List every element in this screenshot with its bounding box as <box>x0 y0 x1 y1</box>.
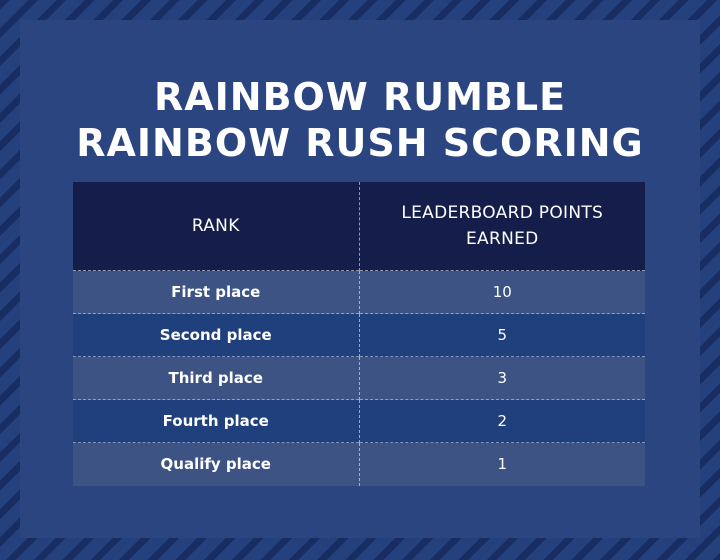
table-body: First place 10 Second place 5 Third plac… <box>73 270 645 486</box>
column-header-points: LEADERBOARD POINTS EARNED <box>358 182 645 271</box>
rank-cell: Qualify place <box>73 442 359 486</box>
rank-cell: First place <box>73 270 359 314</box>
column-header-rank: RANK <box>73 182 359 271</box>
scoring-table: RANK LEADERBOARD POINTS EARNED First pla… <box>73 182 645 486</box>
table-row: First place 10 <box>73 270 645 314</box>
points-cell: 3 <box>358 356 645 400</box>
table-row: Fourth place 2 <box>73 399 645 443</box>
table-row: Qualify place 1 <box>73 442 645 486</box>
page-title: RAINBOW RUMBLE RAINBOW RUSH SCORING <box>0 74 720 166</box>
title-line-2: RAINBOW RUSH SCORING <box>76 121 644 165</box>
points-cell: 10 <box>358 270 645 314</box>
points-cell: 2 <box>358 399 645 443</box>
points-cell: 1 <box>358 442 645 486</box>
rank-cell: Second place <box>73 313 359 357</box>
points-cell: 5 <box>358 313 645 357</box>
table-row: Third place 3 <box>73 356 645 400</box>
title-line-1: RAINBOW RUMBLE <box>153 75 567 119</box>
rank-cell: Third place <box>73 356 359 400</box>
header-row: RANK LEADERBOARD POINTS EARNED <box>73 182 645 271</box>
table-header: RANK LEADERBOARD POINTS EARNED <box>73 182 645 271</box>
table-row: Second place 5 <box>73 313 645 357</box>
rank-cell: Fourth place <box>73 399 359 443</box>
